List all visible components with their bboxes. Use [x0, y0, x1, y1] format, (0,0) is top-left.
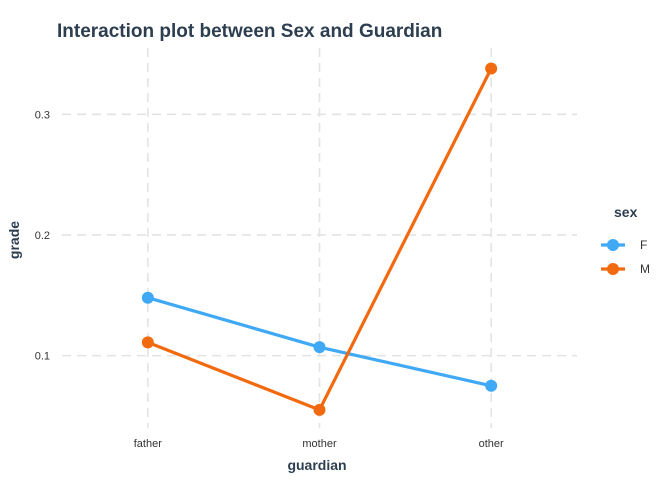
grid-layer [62, 48, 577, 428]
data-point-F-mother [313, 341, 326, 354]
legend-key-point-M [607, 263, 619, 275]
x-tick-label-mother: mother [302, 438, 337, 450]
legend-item-M: M [601, 262, 650, 276]
data-point-F-other [485, 379, 498, 392]
legend-label-M: M [640, 262, 650, 276]
x-axis-title: guardian [287, 457, 346, 473]
data-point-M-father [141, 336, 154, 349]
chart-title: Interaction plot between Sex and Guardia… [57, 21, 442, 42]
y-tick-label-0.3: 0.3 [35, 109, 50, 121]
legend-key-point-F [607, 239, 619, 251]
x-tick-label-other: other [479, 438, 504, 450]
y-axis-title: grade [6, 221, 22, 259]
legend-title: sex [614, 204, 638, 220]
data-point-F-father [141, 291, 154, 304]
series-line-M [146, 66, 493, 412]
legend: sex FM [601, 204, 650, 276]
data-point-M-mother [313, 403, 326, 416]
data-point-M-other [485, 62, 498, 75]
tick-layer: father mother other 0.1 0.2 0.3 [35, 109, 504, 450]
series-M [141, 62, 498, 416]
series-F [141, 291, 498, 392]
series-layer [141, 62, 498, 416]
y-tick-label-0.2: 0.2 [35, 230, 50, 242]
y-tick-label-0.1: 0.1 [35, 351, 50, 363]
legend-label-F: F [640, 238, 647, 252]
x-tick-label-father: father [134, 438, 162, 450]
legend-item-F: F [601, 238, 647, 252]
